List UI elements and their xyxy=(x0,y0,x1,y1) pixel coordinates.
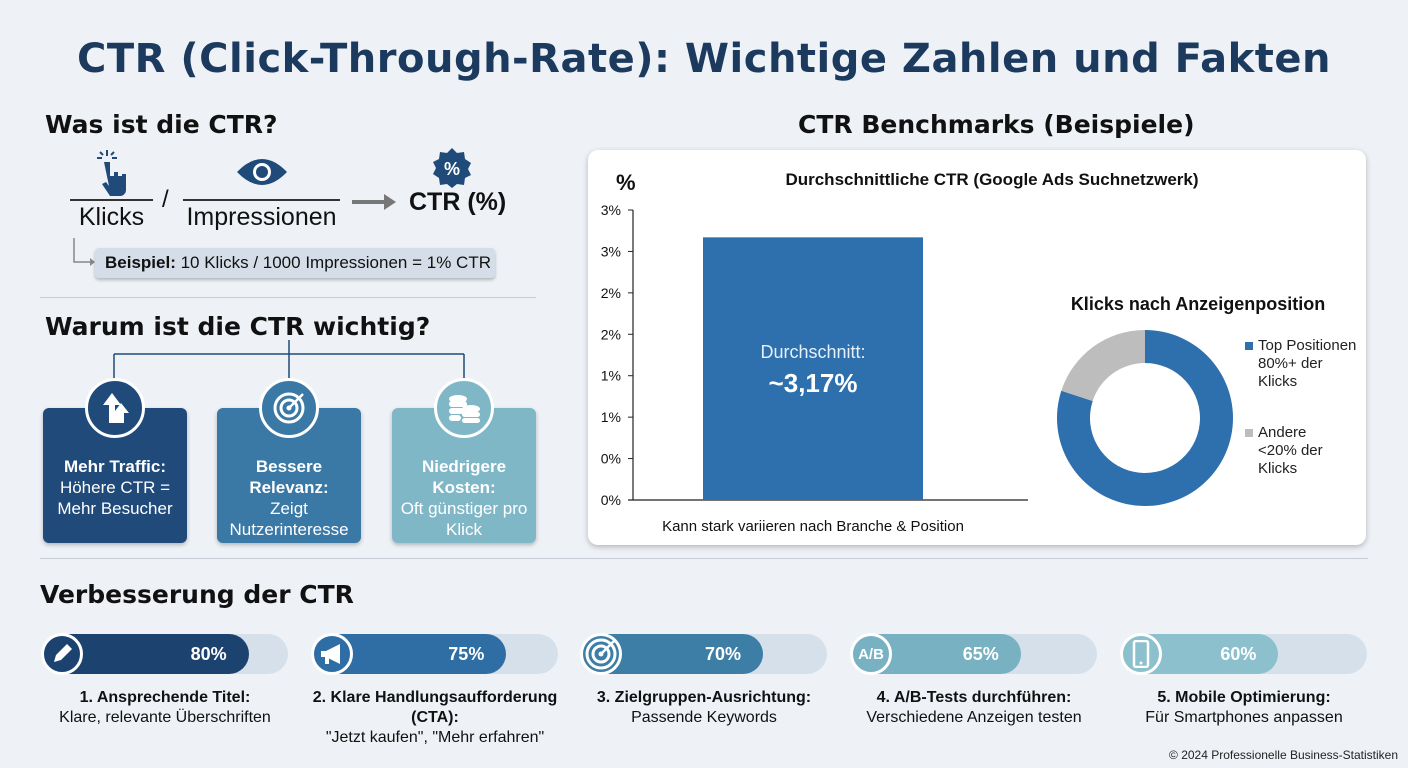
progress-bar: 80% xyxy=(42,634,288,674)
improvement-title: 4. A/B-Tests durchführen: xyxy=(876,689,1072,706)
definition-heading: Was ist die CTR? xyxy=(45,110,278,139)
result-label: CTR (%) xyxy=(409,188,507,216)
svg-text:%: % xyxy=(444,159,460,179)
denominator-label: Impressionen xyxy=(183,199,340,232)
card-text: Höhere CTR = Mehr Besucher xyxy=(57,478,173,518)
progress-bar: 60% xyxy=(1121,634,1367,674)
improvement-text: "Jetzt kaufen", "Mehr erfahren" xyxy=(325,729,545,746)
benchmarks-heading: CTR Benchmarks (Beispiele) xyxy=(798,110,1195,139)
progress-value: 75% xyxy=(448,644,485,664)
legend-label: Andere <20% der Klicks xyxy=(1258,424,1323,477)
percent-badge-icon: % xyxy=(433,148,471,188)
elbow-arrow-icon xyxy=(73,238,95,266)
importance-heading: Warum ist die CTR wichtig? xyxy=(45,312,431,341)
improvement-text: Passende Keywords xyxy=(631,709,777,726)
pencil-icon xyxy=(41,633,83,675)
page-title: CTR (Click-Through-Rate): Wichtige Zahle… xyxy=(77,36,1331,82)
megaphone-icon xyxy=(311,633,353,675)
y-tick-label: 2% xyxy=(601,326,621,342)
footer-copyright: © 2024 Professionelle Business-Statistik… xyxy=(1169,748,1398,762)
progress-value: 65% xyxy=(962,644,999,664)
donut-title: Klicks nach Anzeigenposition xyxy=(1071,294,1325,314)
improvement-text: Klare, relevante Überschriften xyxy=(59,709,271,726)
improvement-title: 2. Klare Handlungsaufforderung (CTA): xyxy=(312,689,558,726)
improvement-text: Verschiedene Anzeigen testen xyxy=(866,709,1082,726)
division-slash: / xyxy=(162,186,169,213)
numerator-label: Klicks xyxy=(70,199,153,232)
card-title: Bessere Relevanz: xyxy=(249,457,329,497)
improvement-label: 4. A/B-Tests durchführen: Verschiedene An… xyxy=(839,688,1109,728)
arrow-right-icon xyxy=(352,194,396,210)
smartphone-icon xyxy=(1120,633,1162,675)
eye-icon xyxy=(237,159,287,185)
ab-test-icon: A/B xyxy=(850,633,892,675)
card-title: Niedrigere Kosten: xyxy=(421,457,507,497)
y-tick-label: 2% xyxy=(601,285,621,301)
coins-icon xyxy=(434,378,494,438)
improvement-heading: Verbesserung der CTR xyxy=(40,580,354,609)
y-tick-label: 0% xyxy=(601,492,621,508)
bar-label: Durchschnitt: xyxy=(760,342,865,362)
bar-value-label: ~3,17% xyxy=(769,368,858,398)
x-axis-note: Kann stark variieren nach Branche & Posi… xyxy=(662,518,964,535)
improvement-title: 5. Mobile Optimierung: xyxy=(1157,689,1331,706)
progress-value: 80% xyxy=(190,644,227,664)
connector-lines xyxy=(113,340,465,380)
donut-slice xyxy=(1061,330,1145,402)
progress-value: 70% xyxy=(705,644,742,664)
section-divider xyxy=(40,558,1368,559)
improvement-label: 1. Ansprechende Titel: Klare, relevante Ü… xyxy=(30,688,300,728)
improvement-text: Für Smartphones anpassen xyxy=(1145,709,1343,726)
y-tick-label: 1% xyxy=(601,409,621,425)
card-title: Mehr Traffic: xyxy=(63,457,167,476)
y-tick-label: 1% xyxy=(601,368,621,384)
importance-card: Mehr Traffic: Höhere CTR = Mehr Besucher xyxy=(43,408,187,543)
y-tick-label: 0% xyxy=(601,451,621,467)
improvement-label: 5. Mobile Optimierung: Für Smartphones an… xyxy=(1109,688,1379,728)
ab-text: A/B xyxy=(858,645,884,663)
y-tick-label: 3% xyxy=(601,202,621,218)
example-text: 10 Klicks / 1000 Impressionen = 1% CTR xyxy=(175,253,491,272)
improvement-label: 3. Zielgruppen-Ausrichtung: Passende Keyw… xyxy=(569,688,839,728)
example-label: Beispiel: xyxy=(105,253,176,272)
click-hand-icon xyxy=(97,150,126,196)
card-text: Zeigt Nutzerinteresse xyxy=(229,499,349,539)
section-divider xyxy=(40,297,536,298)
improvement-label: 2. Klare Handlungsaufforderung (CTA): "Je… xyxy=(300,688,570,748)
bar-chart-title: Durchschnittliche CTR (Google Ads Suchne… xyxy=(785,170,1198,189)
progress-value: 60% xyxy=(1220,644,1257,664)
y-axis-label: % xyxy=(616,170,636,195)
donut-slice xyxy=(1057,330,1233,506)
arrows-up-icon xyxy=(85,378,145,438)
improvement-title: 1. Ansprechende Titel: xyxy=(79,689,251,706)
target-icon xyxy=(259,378,319,438)
legend-swatch xyxy=(1245,342,1253,350)
legend-label: Top Positionen 80%+ der Klicks xyxy=(1258,337,1356,390)
legend-swatch xyxy=(1245,429,1253,437)
target-icon xyxy=(580,633,622,675)
bar-average xyxy=(703,237,923,500)
charts-svg: % Durchschnittliche CTR (Google Ads Suchn… xyxy=(601,170,1357,535)
improvement-title: 3. Zielgruppen-Ausrichtung: xyxy=(596,689,812,706)
card-text: Oft günstiger pro Klick xyxy=(400,499,528,539)
y-tick-label: 3% xyxy=(601,243,621,259)
example-box: Beispiel: 10 Klicks / 1000 Impressionen … xyxy=(95,248,495,278)
